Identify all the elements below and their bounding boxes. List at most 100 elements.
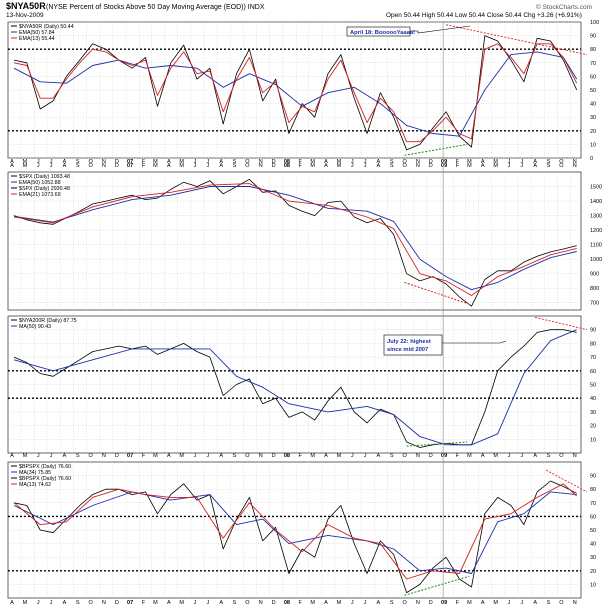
y-tick-label: 1300 <box>590 214 602 220</box>
y-tick-label: 100 <box>590 20 599 26</box>
month-tick-label: N <box>259 159 263 165</box>
month-tick-label: A <box>377 600 381 606</box>
y-tick-label: 70 <box>590 501 596 507</box>
legend-entry: $SPX (Daily) 2930.48 <box>19 186 70 192</box>
y-tick-label: 10 <box>590 437 596 443</box>
month-tick-label: F <box>142 453 146 459</box>
month-tick-label: M <box>337 159 342 165</box>
month-tick-label: M <box>179 600 184 606</box>
callout-box <box>346 26 411 37</box>
y-tick-label: 80 <box>590 341 596 347</box>
month-tick-label: D <box>272 453 276 459</box>
month-tick-label: S <box>390 159 394 165</box>
divergence-trendline <box>446 24 588 56</box>
chart-date: 13-Nov-2009 <box>6 12 44 19</box>
month-tick-label: A <box>533 600 537 606</box>
month-tick-label: A <box>10 163 14 169</box>
price-series-line <box>13 178 577 307</box>
month-tick-label: S <box>233 159 237 165</box>
month-tick-label: 08 <box>284 453 290 459</box>
month-tick-label: O <box>559 600 564 606</box>
support-trendline <box>404 575 470 596</box>
month-tick-label: A <box>10 453 14 459</box>
y-tick-label: 40 <box>590 102 596 108</box>
moving-average-line <box>13 483 578 580</box>
month-tick-label: F <box>299 453 303 459</box>
month-tick-label: A <box>324 159 328 165</box>
y-tick-label: 90 <box>590 34 596 40</box>
y-tick-label: 80 <box>590 47 596 53</box>
month-tick-label: O <box>245 163 250 169</box>
month-tick-label: N <box>573 163 577 169</box>
callout-pointer <box>442 340 507 344</box>
month-tick-label: J <box>37 163 40 169</box>
month-tick-label: S <box>547 159 551 165</box>
month-tick-label: S <box>547 453 551 459</box>
month-tick-label: N <box>416 163 420 169</box>
month-tick-label: O <box>88 163 93 169</box>
moving-average-line <box>13 186 577 291</box>
month-tick-label: O <box>245 600 250 606</box>
y-tick-label: 0 <box>590 156 593 162</box>
month-tick-label: D <box>272 163 276 169</box>
month-tick-label: F <box>142 163 146 169</box>
legend-entry: $NYA200R (Daily) 87.75 <box>19 318 77 324</box>
month-tick-label: O <box>88 159 93 165</box>
month-tick-label: M <box>310 159 315 165</box>
y-tick-label: 60 <box>590 369 596 375</box>
month-tick-label: A <box>167 600 171 606</box>
month-tick-label: M <box>337 600 342 606</box>
y-tick-label: 10 <box>590 582 596 588</box>
month-tick-label: J <box>364 159 367 165</box>
month-tick-label: 08 <box>284 159 290 165</box>
y-tick-label: 1000 <box>590 257 602 263</box>
month-tick-label: J <box>37 600 40 606</box>
month-tick-label: A <box>219 159 223 165</box>
month-tick-label: N <box>573 600 577 606</box>
callout-pointer <box>410 25 471 34</box>
month-tick-label: S <box>76 163 80 169</box>
month-tick-label: A <box>219 453 223 459</box>
month-tick-label: 08 <box>284 163 290 169</box>
y-tick-label: 80 <box>590 487 596 493</box>
month-tick-label: S <box>233 453 237 459</box>
legend-entry: EMA(50) 1052.88 <box>19 180 61 186</box>
divergence-trendline <box>534 316 588 331</box>
month-tick-label: A <box>324 453 328 459</box>
month-tick-label: J <box>364 453 367 459</box>
month-tick-label: D <box>115 159 119 165</box>
month-tick-label: N <box>573 159 577 165</box>
price-series-line <box>13 35 578 151</box>
panel-top: 0 10 20 30 40 50 60 70 80 90 100 $NYA50R (Daily) 50… <box>7 20 599 162</box>
month-tick-label: A <box>377 453 381 459</box>
month-tick-label: D <box>429 453 433 459</box>
callout-text: July 22: highest <box>387 339 431 345</box>
y-tick-label: 30 <box>590 555 596 561</box>
month-tick-label: M <box>153 159 158 165</box>
divergence-trendline <box>545 469 588 493</box>
month-tick-label: A <box>219 163 223 169</box>
month-tick-label: S <box>547 163 551 169</box>
month-tick-label: 09 <box>441 163 447 169</box>
month-tick-label: J <box>37 159 40 165</box>
moving-average-line <box>13 51 578 137</box>
month-tick-label: F <box>299 600 303 606</box>
month-tick-label: A <box>324 600 328 606</box>
month-tick-label: J <box>194 453 197 459</box>
month-tick-label: D <box>115 600 119 606</box>
month-tick-label: A <box>10 159 14 165</box>
y-tick-label: 30 <box>590 410 596 416</box>
month-tick-label: D <box>429 600 433 606</box>
month-tick-label: J <box>364 600 367 606</box>
chart-description: (NYSE Percent of Stocks Above 50 Day Mov… <box>46 4 265 11</box>
month-tick-label: O <box>402 163 407 169</box>
y-tick-label: 10 <box>590 142 596 148</box>
month-tick-label: J <box>520 159 523 165</box>
month-tick-label: J <box>508 159 511 165</box>
month-tick-label: M <box>23 163 28 169</box>
month-tick-label: M <box>467 159 472 165</box>
month-tick-label: N <box>102 159 106 165</box>
month-tick-label: N <box>102 453 106 459</box>
